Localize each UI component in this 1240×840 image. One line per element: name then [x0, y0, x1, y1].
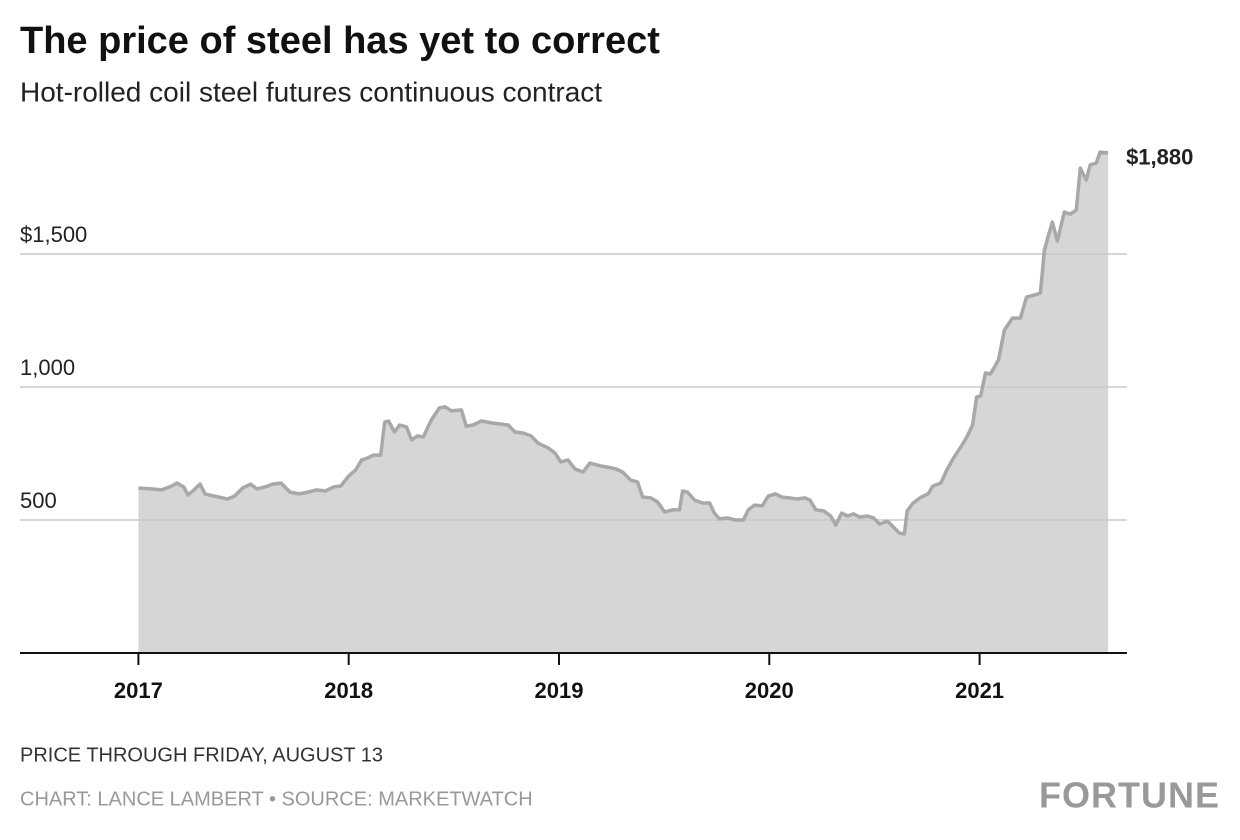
x-tick-label: 2020 — [745, 678, 794, 703]
x-tick-label: 2017 — [114, 678, 163, 703]
brand-logo: FORTUNE — [1039, 775, 1220, 816]
source: CHART: LANCE LAMBERT • SOURCE: MARKETWAT… — [20, 788, 533, 810]
line — [138, 150, 1109, 536]
x-tick-label: 2018 — [324, 678, 373, 703]
y-tick-label: $1,500 — [20, 222, 87, 247]
y-tick-label: 500 — [20, 488, 57, 513]
note: PRICE THROUGH FRIDAY, AUGUST 13 — [20, 744, 383, 766]
area — [138, 152, 1109, 653]
x-tick-label: 2019 — [535, 678, 584, 703]
x-tick-label: 2021 — [955, 678, 1004, 703]
chart-title: The price of steel has yet to correct — [20, 20, 660, 62]
end-label: $1,880 — [1126, 145, 1193, 170]
chart-subtitle: Hot-rolled coil steel futures continuous… — [20, 76, 602, 107]
y-tick-label: 1,000 — [20, 355, 75, 380]
